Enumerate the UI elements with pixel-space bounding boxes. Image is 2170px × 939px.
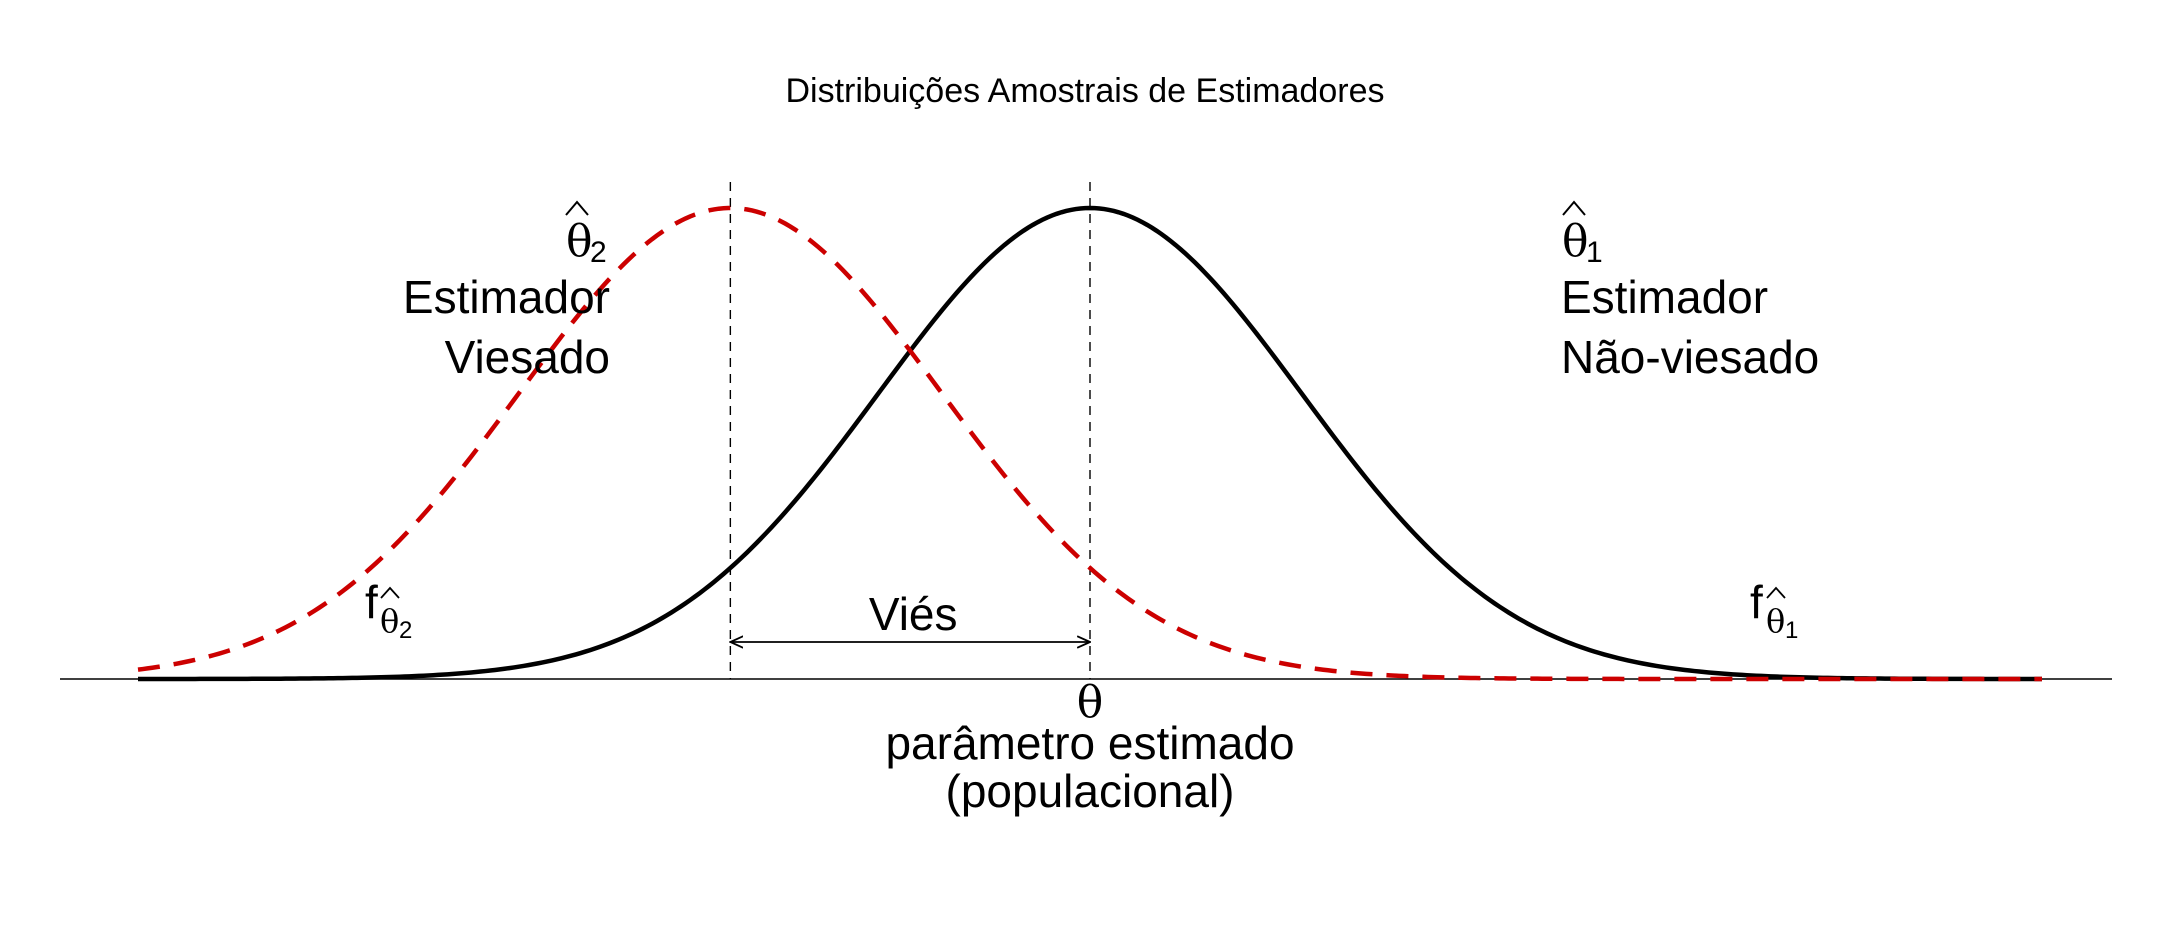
density-f-1: f: [1750, 576, 1763, 628]
theta-tick-label: θ: [1077, 677, 1104, 728]
density-theta-2: θ: [380, 602, 399, 640]
unbiased-estimator-symbol: θ 1: [1562, 200, 1603, 269]
chart-title: Distribuições Amostrais de Estimadores: [785, 72, 1385, 110]
biased-density-label: f θ 2: [365, 576, 412, 644]
theta-hat-1-subscript: 1: [1586, 236, 1603, 269]
theta-hat-1-symbol: θ: [1562, 216, 1589, 267]
unbiased-density-label: f θ 1: [1750, 576, 1798, 644]
density-index-1: 1: [1785, 617, 1798, 644]
biased-estimator-symbol: θ 2: [565, 200, 607, 269]
density-theta-1: θ: [1766, 602, 1785, 640]
density-f-2: f: [365, 576, 378, 628]
parameter-label-line-1: parâmetro estimado: [885, 717, 1294, 769]
density-index-2: 2: [399, 617, 412, 644]
theta-hat-2-subscript: 2: [590, 236, 607, 269]
unbiased-caption-line-1: Estimador: [1561, 271, 1768, 323]
bias-label: Viés: [869, 588, 958, 640]
parameter-label-line-2: (populacional): [946, 765, 1235, 817]
biased-caption-line-2: Viesado: [445, 331, 610, 383]
theta-hat-2-symbol: θ: [566, 216, 593, 267]
biased-estimator-density-curve: [137, 205, 2042, 682]
unbiased-caption-line-2: Não-viesado: [1561, 331, 1819, 383]
biased-caption-line-1: Estimador: [403, 271, 610, 323]
unbiased-estimator-density-curve: [138, 205, 2042, 682]
